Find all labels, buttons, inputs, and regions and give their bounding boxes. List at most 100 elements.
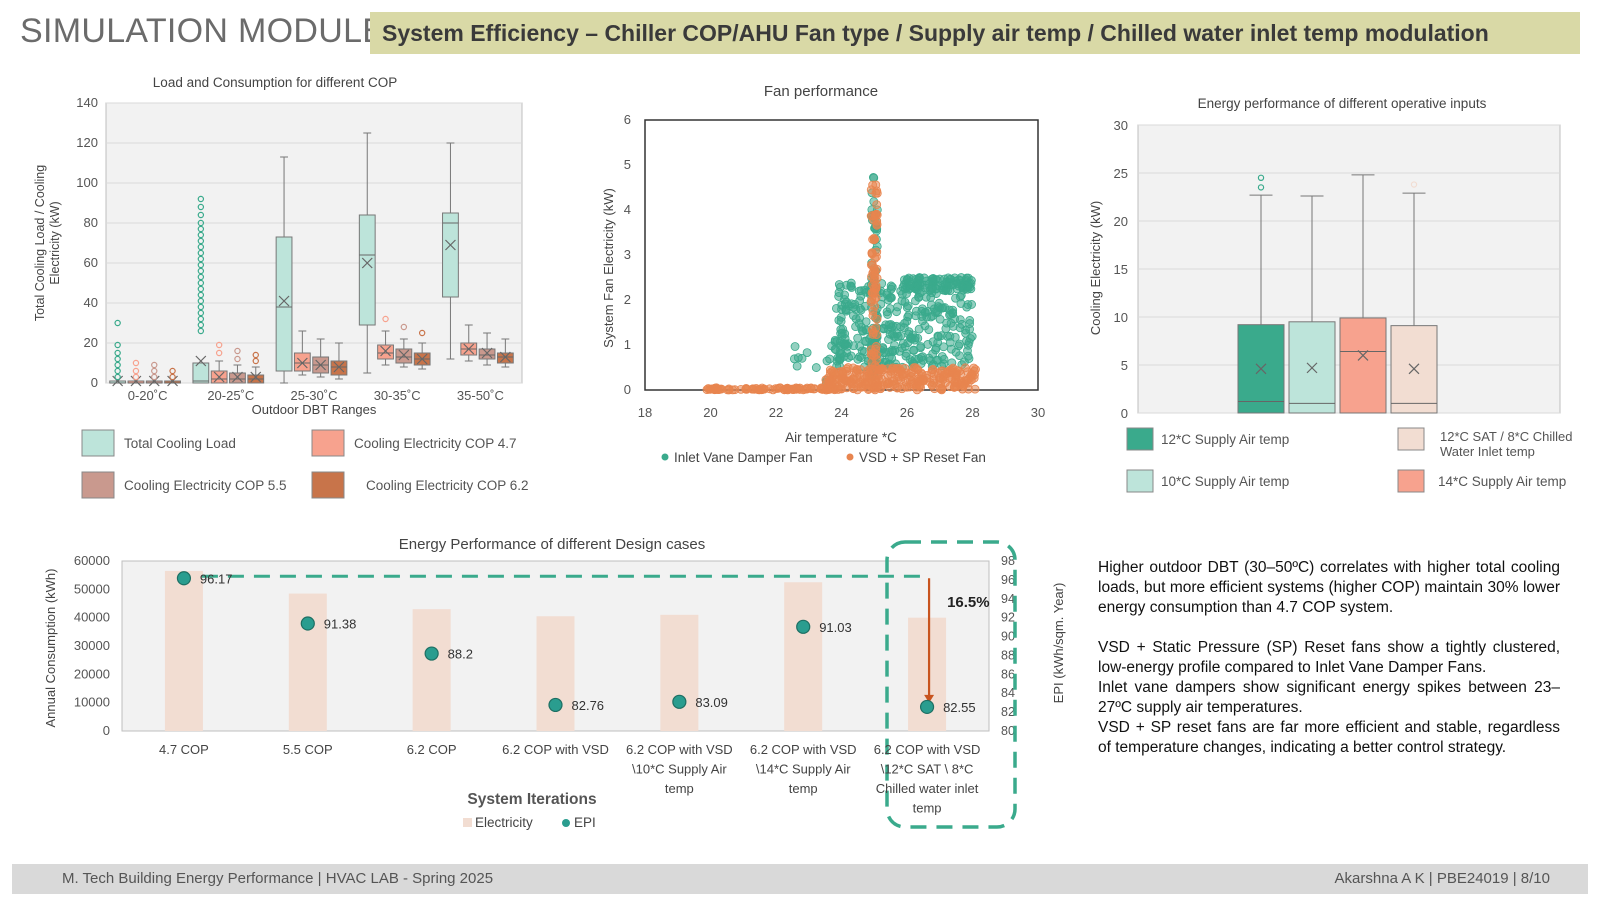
y-tick-label: 5 [1121,358,1128,373]
box-12-c-supply-air-temp-outlier [1257,174,1265,182]
box-cooling-electricity-cop-6-2-mean-marker [333,361,345,373]
point-vsd-sp [872,382,882,392]
epi-point [796,619,811,634]
point-inlet-vane [790,342,800,351]
point-inlet-vane [846,351,856,361]
box-cooling-electricity-cop-4-7-outlier [215,349,223,357]
point-inlet-vane [909,345,919,355]
box-cooling-electricity-cop-5-5-mean-marker [398,349,410,361]
epi-data-label: 83.09 [695,695,728,710]
point-vsd-sp [914,374,924,384]
legend-swatch [1397,427,1425,451]
point-inlet-vane [910,333,920,343]
point-inlet-vane [901,351,911,361]
point-inlet-vane [899,323,909,333]
chart-title: Energy Performance of different Design c… [399,536,706,553]
footer-bar [12,864,1588,894]
box-total-cooling-load-outlier [114,349,121,357]
point-vsd-sp [907,368,917,377]
legend-label: 10*C Supply Air temp [1161,474,1289,489]
point-vsd-sp [866,345,876,355]
point-vsd-sp [870,301,879,311]
box-cooling-electricity-cop-6-2-box [330,360,348,376]
legend-marker [846,453,854,461]
point-vsd-sp [823,380,833,390]
box-total-cooling-load-outlier [197,211,205,219]
box-total-cooling-load-outlier [197,237,205,245]
bar-electricity [660,614,699,731]
epi-point [672,694,687,709]
y-tick-label: 20 [1114,214,1128,229]
y2-tick-label: 90 [1001,630,1015,644]
y-tick-label: 140 [76,95,98,110]
y-axis-label: Annual Consumption (kWh) [43,569,58,728]
y-tick-label: 0 [91,375,98,390]
y2-tick-label: 88 [1001,648,1015,662]
reduction-annotation: 16.5% [947,594,990,611]
point-inlet-vane [903,338,913,348]
box-cooling-electricity-cop-6-2-outlier [252,351,259,359]
legend-label: Cooling Electricity COP 5.5 [124,478,287,493]
point-vsd-sp [970,384,980,394]
point-inlet-vane [967,300,976,309]
point-inlet-vane [842,341,852,351]
point-inlet-vane [945,275,955,284]
point-inlet-vane [789,354,799,364]
x-tick-label: 4.7 COP [159,742,209,757]
box-total-cooling-load-outlier [114,367,121,375]
x-tick-label: 30-35˚C [374,388,421,403]
box-cooling-electricity-cop-6-2-outlier [169,367,176,375]
box-total-cooling-load-outlier [197,297,205,305]
point-vsd-sp [867,365,877,375]
page-title: SIMULATION MODULE [20,12,386,50]
box-cooling-electricity-cop-6-2-outlier [252,357,259,365]
epi-point [424,646,439,661]
load-consumption-chart: 0 20 40 60 80 100 120 140 Load and Consumption f… [33,75,529,499]
y-tick-label: 40 [84,295,98,310]
box-14-c-supply-air-temp-box [1339,317,1387,414]
box-total-cooling-load-mean-marker [112,375,124,387]
point-inlet-vane [811,363,821,372]
box-cooling-electricity-cop-5-5-box [478,348,496,360]
bar-electricity [164,570,203,731]
box-total-cooling-load-box [192,362,210,384]
chart-title: Fan performance [764,83,878,100]
point-vsd-sp [791,384,801,394]
point-inlet-vane [830,344,840,354]
y-tick-label: 5 [624,157,631,172]
point-vsd-sp [927,381,937,390]
x-tick-label: 18 [638,405,652,420]
box-total-cooling-load-outlier [197,309,205,317]
y2-tick-label: 82 [1001,705,1015,719]
epi-point [300,616,315,631]
y-tick-label: 60 [84,255,98,270]
point-inlet-vane [842,280,851,290]
box-cooling-electricity-cop-6-2-mean-marker [167,375,178,387]
bar-electricity [784,582,823,731]
x-tick-label: 25-30˚C [291,388,338,403]
box-cooling-electricity-cop-6-2-outlier [418,329,426,337]
y-tick-label: 6 [624,112,631,127]
y-tick-label: 20000 [74,666,110,681]
point-inlet-vane [903,312,913,322]
note-inlet-vane: Inlet vane dampers show significant ener… [1098,679,1560,716]
x-tick-label: 6.2 COP [407,742,457,757]
point-vsd-sp [748,384,757,394]
point-inlet-vane [802,348,812,358]
epi-data-label: 96.17 [200,571,233,586]
legend-label: 12*C Supply Air temp [1161,432,1289,447]
point-vsd-sp [866,260,876,270]
x-tick-label: 5.5 COP [283,742,333,757]
box-total-cooling-load-outlier [197,315,205,323]
point-inlet-vane [792,361,802,371]
epi-point [176,571,192,586]
y-tick-label: 80 [84,215,98,230]
point-inlet-vane [884,352,894,362]
box-cooling-electricity-cop-5-5-outlier [151,367,158,375]
y2-tick-label: 96 [1001,573,1015,587]
point-inlet-vane [964,337,974,347]
y-tick-label: 50000 [74,581,110,596]
box-cooling-electricity-cop-4-7-mean-marker [213,371,225,383]
point-vsd-sp [848,383,858,393]
point-inlet-vane [941,284,951,294]
